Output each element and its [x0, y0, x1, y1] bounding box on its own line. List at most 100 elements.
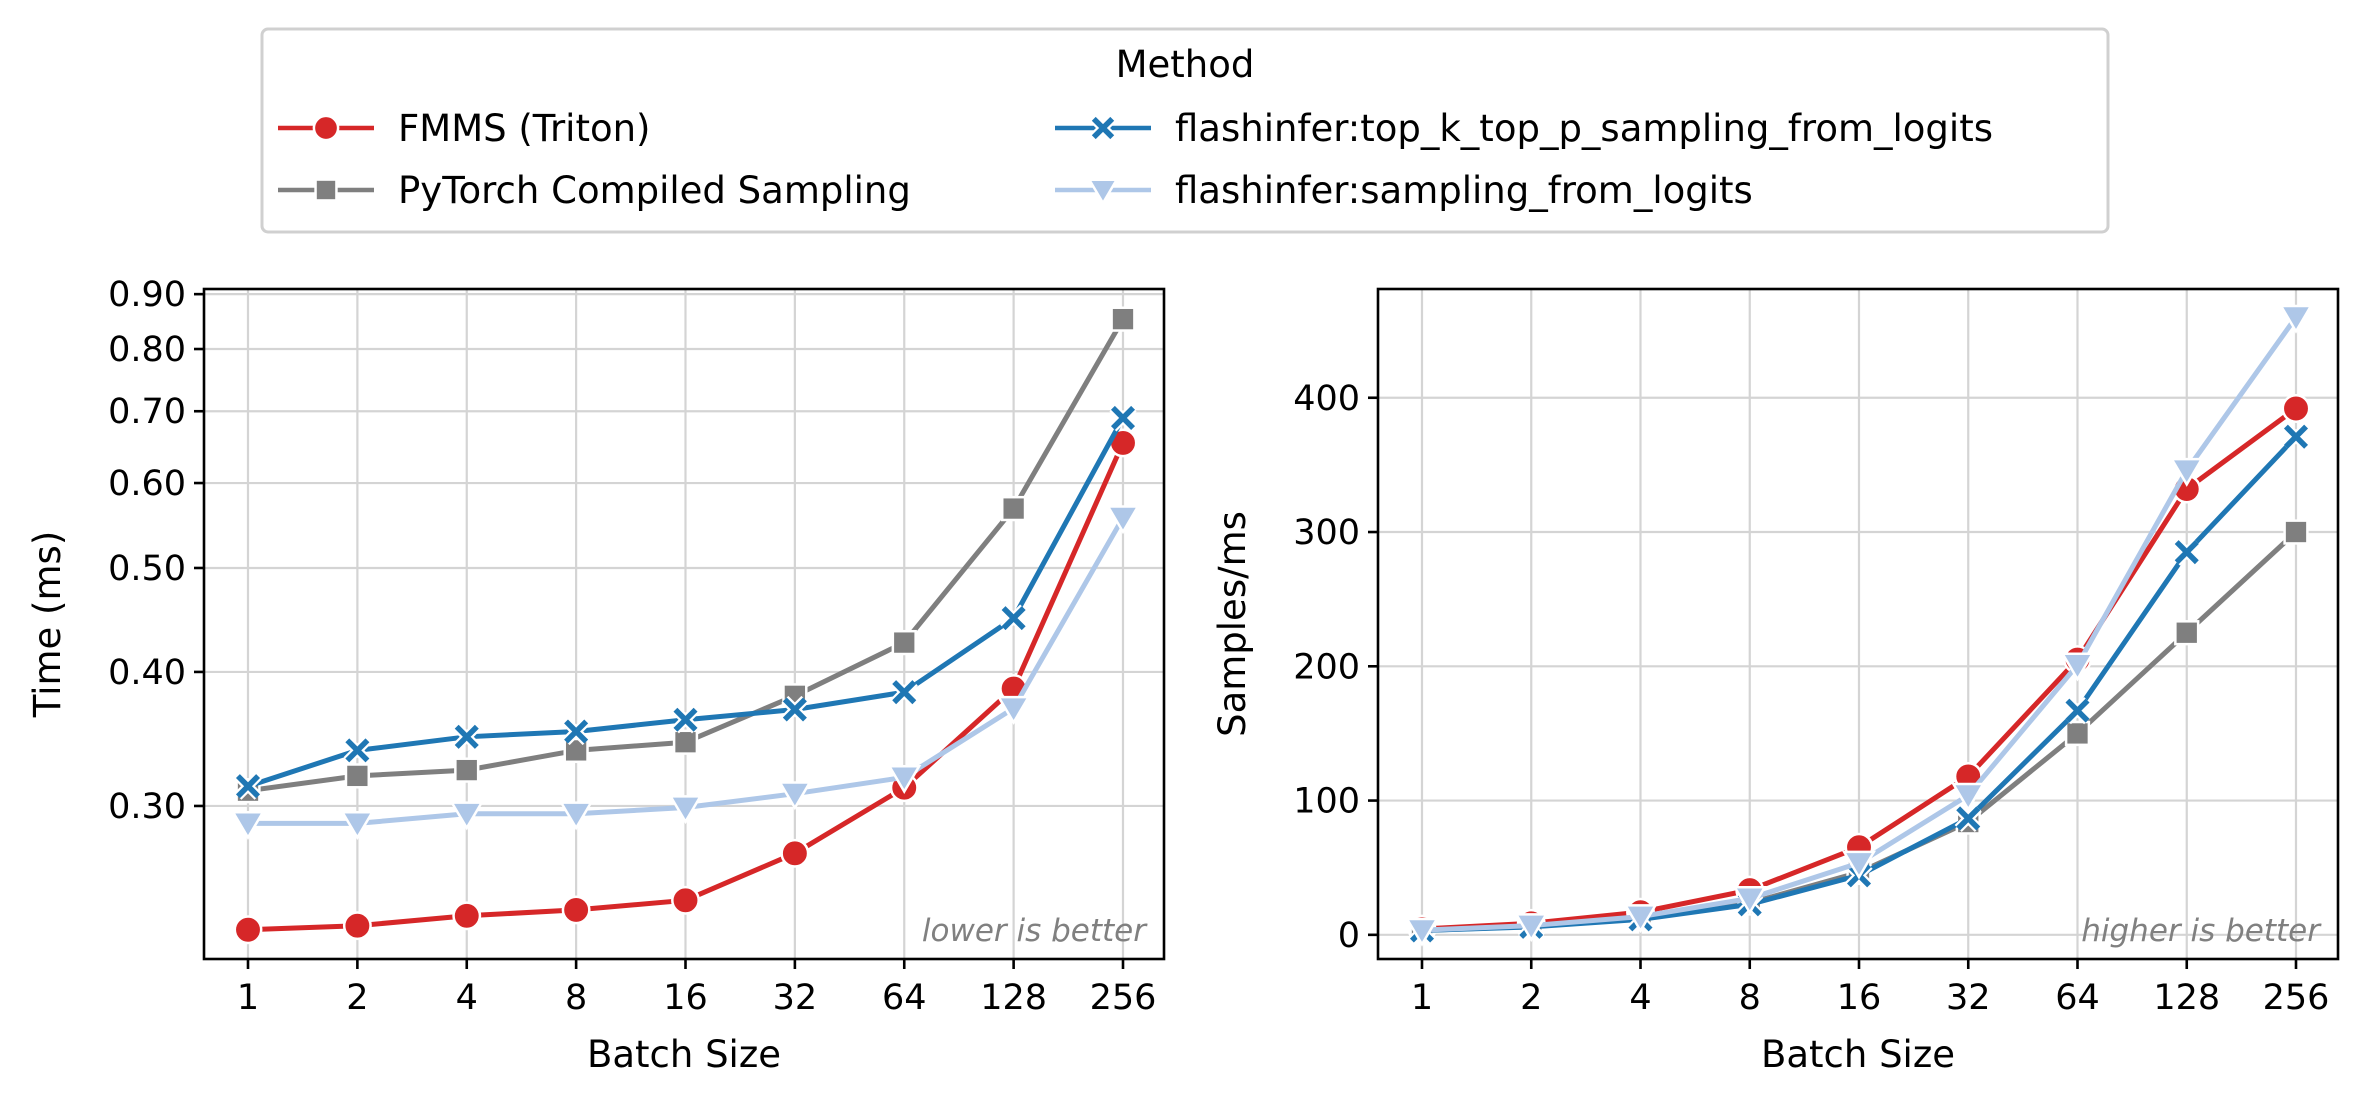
data-point	[1732, 886, 1767, 916]
legend-label: PyTorch Compiled Sampling	[398, 169, 911, 212]
plot-frame	[202, 287, 1166, 961]
data-point	[342, 911, 372, 941]
x-tick-label: 64	[882, 978, 927, 1018]
legend-label: FMMS (Triton)	[398, 107, 651, 150]
y-axis-label: Time (ms)	[26, 531, 69, 719]
x-tick-label: 1	[237, 978, 259, 1018]
data-point	[2282, 423, 2310, 451]
x-tick-label: 1	[1411, 978, 1433, 1018]
time-chart: 1 2 4 8 16 32 64 128 256 0.30 0.40 0.50 0.60 0.70 0.80…	[26, 275, 1166, 1076]
legend-item-flashinfer-sampling-from-logits: flashinfer:sampling_from_logits	[1055, 169, 1753, 212]
data-point	[2283, 519, 2309, 545]
data-point	[452, 901, 482, 931]
legend-item-pytorch-compiled-sampling: PyTorch Compiled Sampling	[278, 169, 911, 212]
y-tick-label: 300	[1293, 513, 1360, 553]
x-tick-label: 4	[456, 978, 478, 1018]
data-point	[1000, 604, 1028, 632]
data-point	[890, 678, 918, 706]
y-tick-label: 100	[1293, 782, 1360, 822]
data-point	[1623, 904, 1658, 934]
y-tick-label: 0.80	[108, 330, 186, 370]
legend: Method FMMS (Triton) flashinfer:top_k_top…	[260, 27, 2110, 234]
data-point	[781, 695, 809, 724]
y-tick-label: 0.70	[108, 392, 186, 432]
x-tick-label: 2	[346, 978, 368, 1018]
data-point	[2281, 394, 2311, 423]
data-point	[234, 772, 262, 800]
y-tick-label: 0	[1338, 916, 1360, 956]
y-tick-label: 0.40	[108, 653, 186, 693]
x-tick-label: 2	[1520, 978, 1542, 1018]
legend-marker-x	[1090, 115, 1116, 141]
data-point	[340, 810, 375, 840]
x-tick-label: 256	[1090, 978, 1157, 1018]
y-axis-label: Samples/ms	[1211, 511, 1254, 737]
data-point	[1000, 495, 1027, 522]
legend-marker-square	[314, 178, 338, 202]
data-point	[344, 763, 371, 789]
data-point	[563, 737, 589, 764]
annotation: higher is better	[2081, 913, 2322, 949]
legend-item-fmms-triton: FMMS (Triton)	[278, 107, 651, 150]
data-point	[1109, 404, 1137, 432]
data-point	[996, 695, 1031, 725]
series-flashinfer-top-k-top-p-sampling-from-logits	[234, 404, 1137, 800]
data-point	[559, 801, 594, 831]
data-point	[453, 723, 481, 751]
data-point	[2060, 652, 2095, 682]
data-point	[671, 885, 700, 915]
x-tick-label: 8	[1739, 978, 1761, 1018]
data-point	[233, 915, 263, 945]
data-point	[777, 781, 812, 811]
data-point	[1841, 850, 1877, 880]
series-flashinfer-sampling-from-logits	[230, 505, 1141, 840]
legend-label: flashinfer:top_k_top_p_sampling_from_log…	[1175, 107, 1993, 150]
x-tick-label: 64	[2055, 978, 2100, 1018]
x-tick-label: 16	[663, 978, 708, 1018]
data-point	[1954, 804, 1982, 833]
annotation: lower is better	[922, 913, 1148, 949]
data-point	[449, 801, 484, 831]
y-tick-label: 0.60	[108, 464, 186, 504]
legend-frame	[260, 27, 2110, 234]
y-tick-label: 0.90	[108, 275, 186, 315]
data-point	[1110, 306, 1136, 332]
data-point	[1404, 917, 1440, 947]
x-tick-label: 128	[2153, 978, 2220, 1018]
throughput-chart: 1 2 4 8 16 32 64 128 256 0 100 200 300 400 higher is …	[1211, 287, 2340, 1076]
data-point	[1105, 505, 1141, 535]
x-axis-label: Batch Size	[1761, 1033, 1955, 1076]
data-point	[2063, 696, 2092, 725]
legend-item-flashinfer-top-k-top-p-sampling-from-logits: flashinfer:top_k_top_p_sampling_from_log…	[1055, 107, 1993, 150]
x-tick-label: 32	[773, 978, 818, 1018]
legend-marker-circle	[312, 114, 340, 142]
data-point	[780, 838, 810, 868]
data-point	[672, 729, 699, 755]
data-point	[2174, 620, 2200, 646]
legend-title: Method	[1116, 43, 1255, 86]
x-tick-label: 4	[1629, 978, 1651, 1018]
x-axis-label: Batch Size	[587, 1033, 781, 1076]
data-point	[2173, 538, 2201, 566]
x-tick-label: 32	[1946, 978, 1991, 1018]
legend-label: flashinfer:sampling_from_logits	[1175, 169, 1753, 212]
data-point	[562, 717, 590, 746]
data-point	[2278, 304, 2314, 334]
x-tick-label: 16	[1837, 978, 1882, 1018]
data-point	[2064, 720, 2091, 747]
data-point	[887, 764, 922, 794]
x-tick-label: 8	[565, 978, 587, 1018]
series-flashinfer-sampling-from-logits	[1404, 304, 2314, 947]
series-fmms-triton	[233, 428, 1138, 945]
data-point	[668, 795, 703, 825]
data-point	[230, 810, 266, 840]
data-point	[2169, 457, 2204, 487]
y-tick-label: 0.50	[108, 549, 186, 589]
data-point	[561, 895, 591, 925]
y-tick-label: 400	[1293, 379, 1360, 419]
y-tick-label: 200	[1293, 647, 1360, 687]
x-tick-label: 128	[980, 978, 1047, 1018]
data-point	[343, 736, 371, 765]
y-tick-label: 0.30	[108, 787, 186, 827]
